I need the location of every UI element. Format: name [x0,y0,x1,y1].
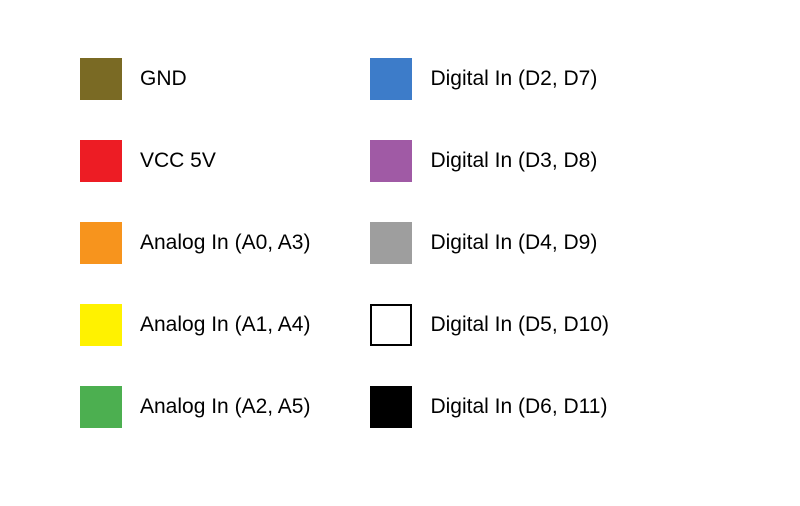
pin-color-legend: GND VCC 5V Analog In (A0, A3) Analog In … [0,0,800,428]
legend-item: Analog In (A0, A3) [80,222,310,264]
color-swatch [80,140,122,182]
legend-item: GND [80,58,310,100]
legend-label: Digital In (D6, D11) [430,395,607,419]
legend-item: Digital In (D3, D8) [370,140,609,182]
legend-item: VCC 5V [80,140,310,182]
legend-label: Digital In (D4, D9) [430,231,597,255]
legend-item: Analog In (A1, A4) [80,304,310,346]
color-swatch [80,58,122,100]
color-swatch [80,304,122,346]
legend-label: Analog In (A0, A3) [140,231,310,255]
legend-label: Analog In (A2, A5) [140,395,310,419]
color-swatch [370,140,412,182]
color-swatch [370,386,412,428]
legend-label: VCC 5V [140,149,216,173]
legend-label: Digital In (D2, D7) [430,67,597,91]
legend-label: Digital In (D3, D8) [430,149,597,173]
color-swatch [80,222,122,264]
legend-label: GND [140,67,187,91]
color-swatch [370,222,412,264]
color-swatch [370,58,412,100]
legend-item: Digital In (D6, D11) [370,386,609,428]
legend-label: Analog In (A1, A4) [140,313,310,337]
legend-item: Analog In (A2, A5) [80,386,310,428]
legend-column-right: Digital In (D2, D7) Digital In (D3, D8) … [370,58,609,428]
legend-label: Digital In (D5, D10) [430,313,609,337]
legend-item: Digital In (D2, D7) [370,58,609,100]
color-swatch [370,304,412,346]
legend-item: Digital In (D5, D10) [370,304,609,346]
legend-column-left: GND VCC 5V Analog In (A0, A3) Analog In … [80,58,310,428]
legend-item: Digital In (D4, D9) [370,222,609,264]
color-swatch [80,386,122,428]
